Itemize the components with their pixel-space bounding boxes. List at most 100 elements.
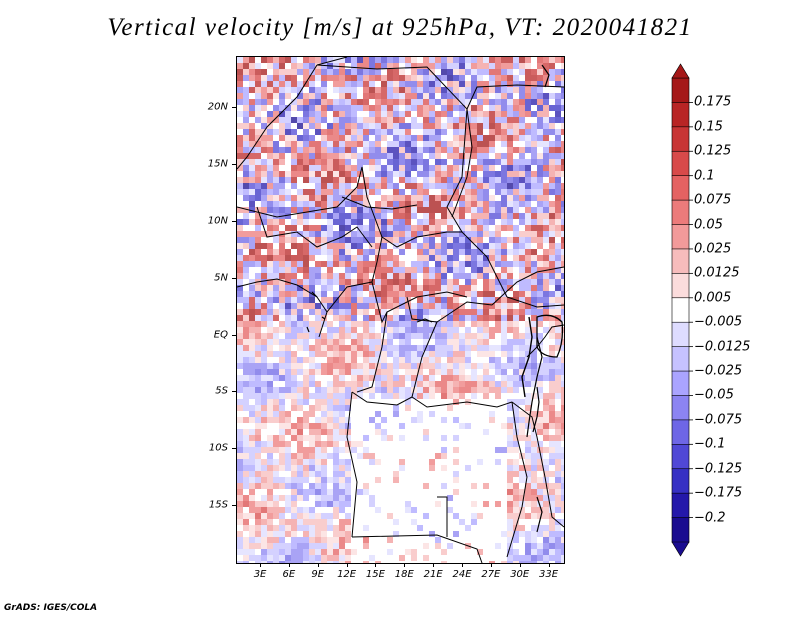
field-cell [339,69,345,75]
field-cell [267,81,273,87]
field-cell [447,303,453,309]
field-cell [531,285,537,291]
field-cell [399,69,405,75]
field-cell [327,333,333,339]
field-cell [315,537,321,543]
field-cell [387,153,393,159]
field-cell [243,459,249,465]
field-cell [267,303,273,309]
lon-tick [346,563,348,567]
field-cell [423,351,429,357]
field-cell [249,141,255,147]
field-cell [561,483,564,489]
field-cell [549,537,555,543]
colorbar-swatch [671,199,690,226]
field-cell [339,411,345,417]
field-cell [543,111,549,117]
field-cell [255,213,261,219]
field-cell [261,363,267,369]
field-cell [237,63,243,69]
field-cell [255,561,261,563]
field-cell [309,117,315,123]
field-cell [249,171,255,177]
field-cell [339,183,345,189]
field-cell [279,447,285,453]
field-cell [465,87,471,93]
field-cell [393,93,399,99]
field-cell [549,147,555,153]
field-cell [363,99,369,105]
field-cell [417,243,423,249]
lat-label: 5S [215,385,228,397]
field-cell [297,543,303,549]
field-cell [297,135,303,141]
field-cell [477,327,483,333]
field-cell [381,123,387,129]
field-cell [303,471,309,477]
field-cell [303,159,309,165]
field-cell [393,111,399,117]
field-cell [243,111,249,117]
field-cell [273,537,279,543]
field-cell [243,231,249,237]
field-cell [405,267,411,273]
field-cell [519,297,525,303]
field-cell [489,177,495,183]
field-cell [417,357,423,363]
field-cell [513,333,519,339]
field-cell [297,555,303,561]
field-cell [369,189,375,195]
field-cell [345,465,351,471]
field-cell [303,213,309,219]
field-cell [261,273,267,279]
field-cell [549,483,555,489]
field-cell [411,105,417,111]
field-cell [285,453,291,459]
field-cell [411,57,417,63]
field-cell [501,351,507,357]
field-cell [489,105,495,111]
field-cell [267,57,273,63]
field-cell [309,363,315,369]
field-cell [393,363,399,369]
field-cell [237,339,243,345]
field-cell [321,537,327,543]
field-cell [345,417,351,423]
field-cell [525,537,531,543]
field-cell [495,285,501,291]
field-cell [537,75,543,81]
field-cell [507,441,513,447]
field-cell [411,309,417,315]
field-cell [237,255,243,261]
field-cell [339,351,345,357]
field-cell [303,69,309,75]
field-cell [315,111,321,117]
field-cell [285,267,291,273]
field-cell [561,285,564,291]
field-cell [261,375,267,381]
field-cell [363,363,369,369]
field-cell [327,177,333,183]
field-cell [261,243,267,249]
field-cell [537,429,543,435]
field-cell [513,405,519,411]
field-cell [387,81,393,87]
field-cell [507,327,513,333]
field-cell [267,549,273,555]
field-cell [447,93,453,99]
field-cell [459,93,465,99]
field-cell [399,345,405,351]
field-cell [387,225,393,231]
field-cell [297,207,303,213]
field-cell [267,465,273,471]
field-cell [393,81,399,87]
field-cell [543,135,549,141]
field-cell [519,303,525,309]
field-cell [363,195,369,201]
field-cell [339,417,345,423]
field-cell [513,201,519,207]
field-cell [321,417,327,423]
field-cell [465,195,471,201]
field-cell [351,231,357,237]
field-cell [561,339,564,345]
